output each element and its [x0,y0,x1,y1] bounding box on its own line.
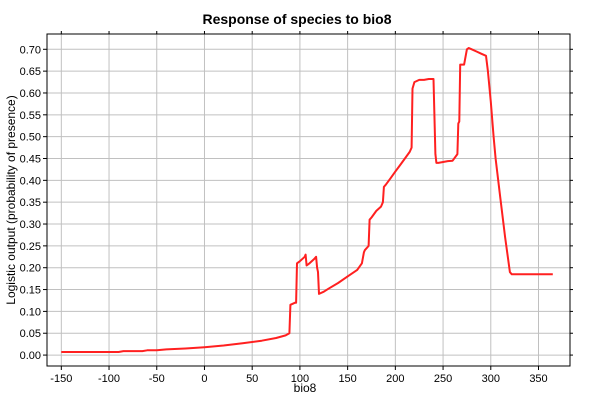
x-tick-label: 300 [482,373,500,385]
x-axis: -150 -100 -50 0 50 100 150 200 250 300 350 [50,31,548,385]
x-tick-label: 150 [338,373,356,385]
y-tick-label: 0.35 [20,197,41,209]
y-tick-label: 0.15 [20,285,41,297]
y-tick-label: 0.25 [20,241,41,253]
y-tick-label: 0.45 [20,154,41,166]
x-tick-label: 200 [386,373,404,385]
y-tick-label: 0.65 [20,66,41,78]
x-tick-label: 50 [246,373,258,385]
x-tick-label: 350 [529,373,547,385]
chart-title: Response of species to bio8 [202,11,391,27]
y-tick-label: 0.70 [20,44,41,56]
x-tick-label: -100 [98,373,120,385]
grid-lines [47,34,570,366]
y-tick-label: 0.60 [20,88,41,100]
response-curve [61,47,553,353]
x-tick-label: 250 [434,373,452,385]
y-tick-label: 0.40 [20,175,41,187]
y-tick-label: 0.10 [20,306,41,318]
plot-frame [46,33,571,367]
y-tick-label: 0.30 [20,219,41,231]
x-tick-label: -50 [149,373,165,385]
y-tick-label: 0.55 [20,110,41,122]
y-axis: 0.00 0.05 0.10 0.15 0.20 0.25 0.30 0.35 0.40 0.45… [20,44,573,362]
x-tick-label: 100 [291,373,309,385]
y-axis-label: Logistic output (probability of presence… [4,95,18,304]
x-tick-label: 0 [201,373,207,385]
y-tick-label: 0.50 [20,132,41,144]
x-tick-label: -150 [50,373,72,385]
y-tick-label: 0.00 [20,350,41,362]
x-axis-label: bio8 [294,381,317,395]
y-tick-label: 0.20 [20,263,41,275]
y-tick-label: 0.05 [20,328,41,340]
